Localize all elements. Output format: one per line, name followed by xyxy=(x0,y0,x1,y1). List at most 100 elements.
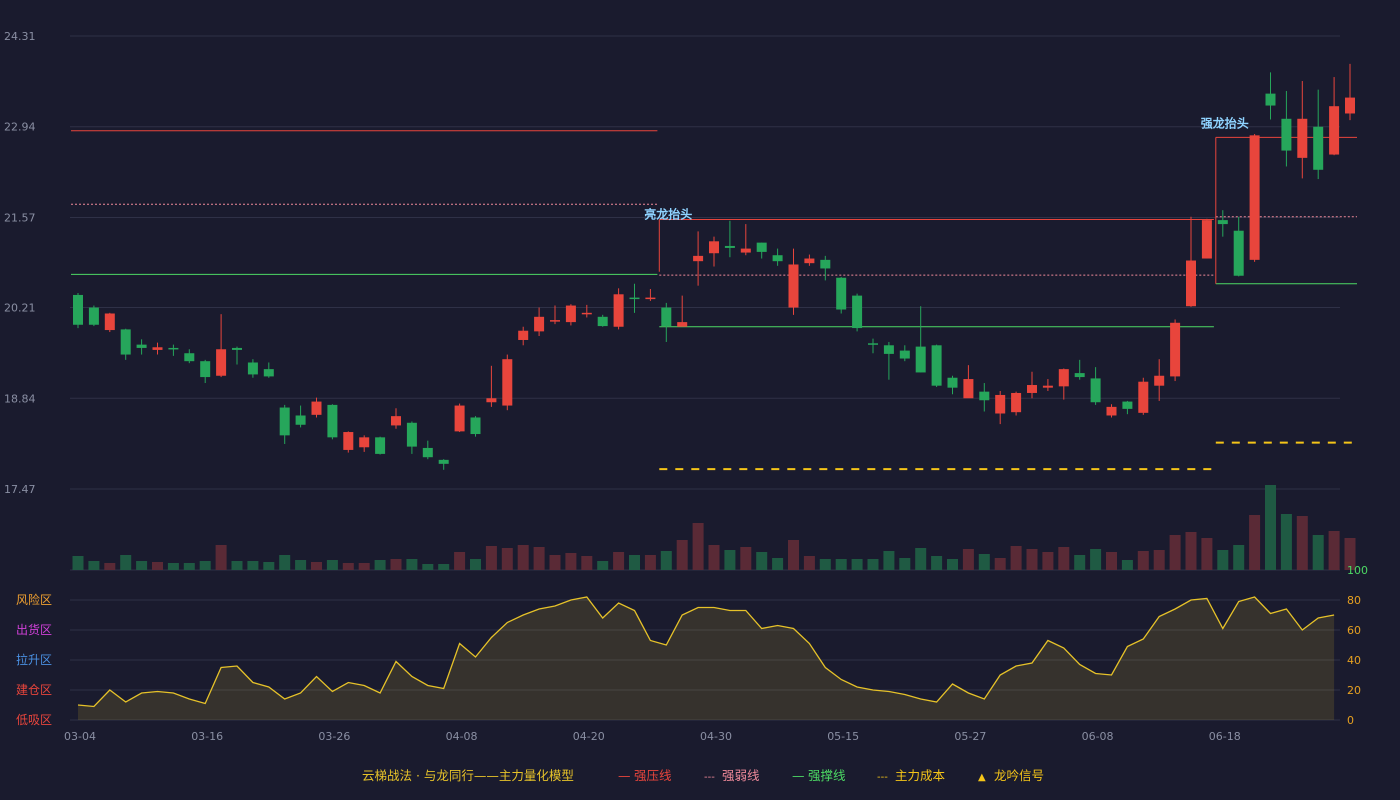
volume-bar xyxy=(1026,549,1038,570)
volume-bar xyxy=(1217,550,1229,570)
candle-body xyxy=(820,259,831,269)
candle-body xyxy=(422,447,433,458)
candle-body xyxy=(1106,406,1117,416)
volume-bar xyxy=(1265,485,1276,570)
candle-body xyxy=(740,248,751,253)
candle-body xyxy=(772,255,783,262)
indicator-tick-label: 80 xyxy=(1347,594,1361,607)
candle-body xyxy=(232,347,242,350)
volume-bar xyxy=(644,555,656,570)
candle-body xyxy=(406,422,417,447)
volume-bar xyxy=(899,558,911,570)
volume-bar xyxy=(263,562,275,570)
candle-body xyxy=(883,345,894,354)
legend-symbol-cost: --- xyxy=(877,772,888,783)
candle-body xyxy=(1058,369,1069,387)
volume-bar xyxy=(724,550,736,570)
volume-bar xyxy=(1042,552,1054,570)
candle-body xyxy=(1249,135,1260,260)
volume-bar xyxy=(311,562,322,570)
volume-bar xyxy=(104,563,116,570)
legend-weak-line: 强弱线 xyxy=(722,768,760,783)
volume-bar xyxy=(1106,552,1117,570)
candle-body xyxy=(1281,118,1292,151)
candle-body xyxy=(1313,126,1324,170)
legend-symbol-strong-pressure: — xyxy=(618,768,631,783)
legend-cost: 主力成本 xyxy=(895,768,946,783)
candle-body xyxy=(597,316,608,327)
volume-bar xyxy=(1344,538,1356,570)
indicator-tick-label: 0 xyxy=(1347,714,1354,727)
signal-labels: 亮龙抬头 强龙抬头 xyxy=(644,116,1249,222)
zone-label: 出货区 xyxy=(16,622,52,637)
candle-body xyxy=(470,417,481,435)
candle-body xyxy=(1329,106,1340,155)
volume-bar xyxy=(549,555,561,570)
volume-bar xyxy=(136,561,148,570)
volume-bar xyxy=(406,559,418,570)
legend-support: 强撑线 xyxy=(808,768,846,783)
volume-bar xyxy=(978,554,990,570)
candle-body xyxy=(327,404,338,438)
candle-body xyxy=(1233,230,1244,276)
volume-bar xyxy=(597,561,609,570)
candle-body xyxy=(1042,385,1053,388)
volume-bar xyxy=(422,564,434,570)
volume-bar xyxy=(231,561,243,570)
volume-bar xyxy=(613,552,625,570)
candle-body xyxy=(1090,378,1101,403)
y-tick-label: 18.84 xyxy=(4,392,36,405)
volume-bar xyxy=(390,559,402,570)
level-lines xyxy=(71,130,1357,471)
volume-bar xyxy=(183,563,195,570)
volume-bar xyxy=(1074,555,1086,570)
volume-bar xyxy=(72,556,84,570)
indicator-line xyxy=(77,596,1335,708)
candle-body xyxy=(1170,322,1181,377)
candle-body xyxy=(88,307,99,325)
volume-bar xyxy=(1280,514,1292,570)
candle-body xyxy=(104,313,115,331)
zone-label: 建仓区 xyxy=(16,683,52,697)
candle-body xyxy=(73,294,83,325)
volume-bar xyxy=(1233,545,1245,570)
candle-body xyxy=(899,350,910,359)
indicator-tick-label: 20 xyxy=(1347,684,1361,697)
candle-body xyxy=(709,241,719,254)
candle-body xyxy=(963,379,974,399)
candle-body xyxy=(120,329,131,355)
x-tick-label: 04-08 xyxy=(446,730,478,743)
legend-title: 云梯战法 · 与龙同行——主力量化模型 xyxy=(362,768,574,783)
legend-symbol-support: — xyxy=(792,768,805,783)
volume-bar xyxy=(120,555,132,570)
volume-bar xyxy=(501,548,513,570)
y-tick-label: 22.94 xyxy=(4,121,36,134)
y-tick-label: 17.47 xyxy=(4,483,36,496)
volume-bar xyxy=(692,523,704,570)
candle-body xyxy=(868,343,878,345)
candle-body xyxy=(1265,93,1276,106)
volume-bar xyxy=(962,549,974,570)
volume-bar xyxy=(1312,535,1324,570)
volume-bar xyxy=(1058,547,1070,570)
zone-label: 低吸区 xyxy=(16,713,52,727)
volume-bar xyxy=(740,547,752,570)
volume-bar xyxy=(1010,546,1022,570)
signal-label: 亮龙抬头 xyxy=(644,206,692,221)
indicator-grid: 100 80 风险区 60 出货区 40 拉升区 20 建仓区 0 低吸区 xyxy=(16,564,1368,727)
candle-body xyxy=(200,361,211,378)
volume-bar xyxy=(215,545,227,570)
volume-bar xyxy=(374,560,386,570)
x-tick-label: 03-04 xyxy=(64,730,96,743)
volume-bar xyxy=(1137,551,1149,570)
volume-bar xyxy=(1185,532,1197,570)
volume-bar xyxy=(1153,550,1165,570)
candle-body xyxy=(645,297,656,300)
indicator-tick-label: 60 xyxy=(1347,624,1361,637)
x-tick-label: 05-27 xyxy=(954,730,986,743)
candle-body xyxy=(915,346,926,373)
volume-bar xyxy=(358,563,370,570)
candle-body xyxy=(1011,392,1022,413)
indicator-area xyxy=(77,596,1335,720)
candle-body xyxy=(1297,118,1308,158)
